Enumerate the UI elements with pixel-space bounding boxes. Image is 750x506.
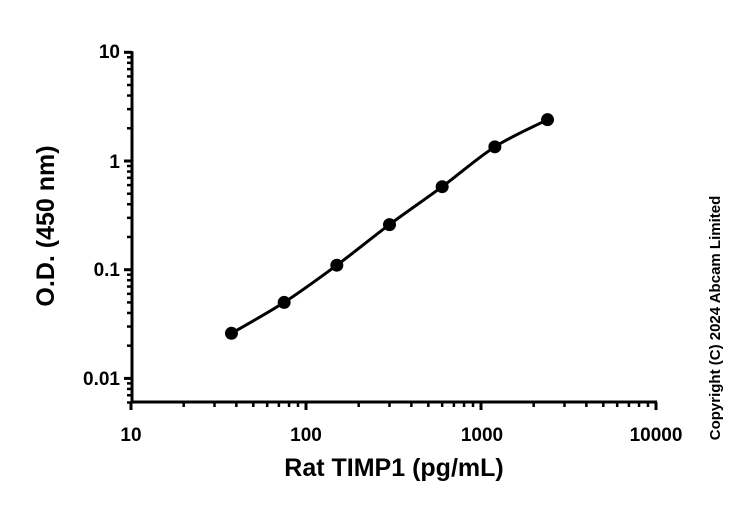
x-tick-label-100: 100 [290,425,322,446]
axes [124,50,658,410]
x-tick-label-10000: 10000 [630,425,683,446]
data-point-marker [435,180,449,194]
data-point-marker [382,218,396,232]
x-axis-title: Rat TIMP1 (pg/mL) [284,454,503,482]
y-tick-label-10: 10 [99,42,120,63]
data-point-marker [277,295,291,309]
y-tick-label-0.1: 0.1 [94,260,121,281]
y-tick-label-0.01: 0.01 [83,369,120,390]
x-tick-label-1000: 1000 [461,425,503,446]
copyright-notice: Copyright (C) 2024 Abcam Limited [707,196,724,440]
data-point-marker [224,326,238,340]
y-axis-title: O.D. (450 nm) [32,145,60,306]
data-point-marker [541,113,555,127]
data-point-marker [330,258,344,272]
x-tick-label-10: 10 [120,425,141,446]
y-tick-label-1: 1 [109,152,120,173]
data-points [224,113,555,340]
data-point-marker [488,140,502,154]
